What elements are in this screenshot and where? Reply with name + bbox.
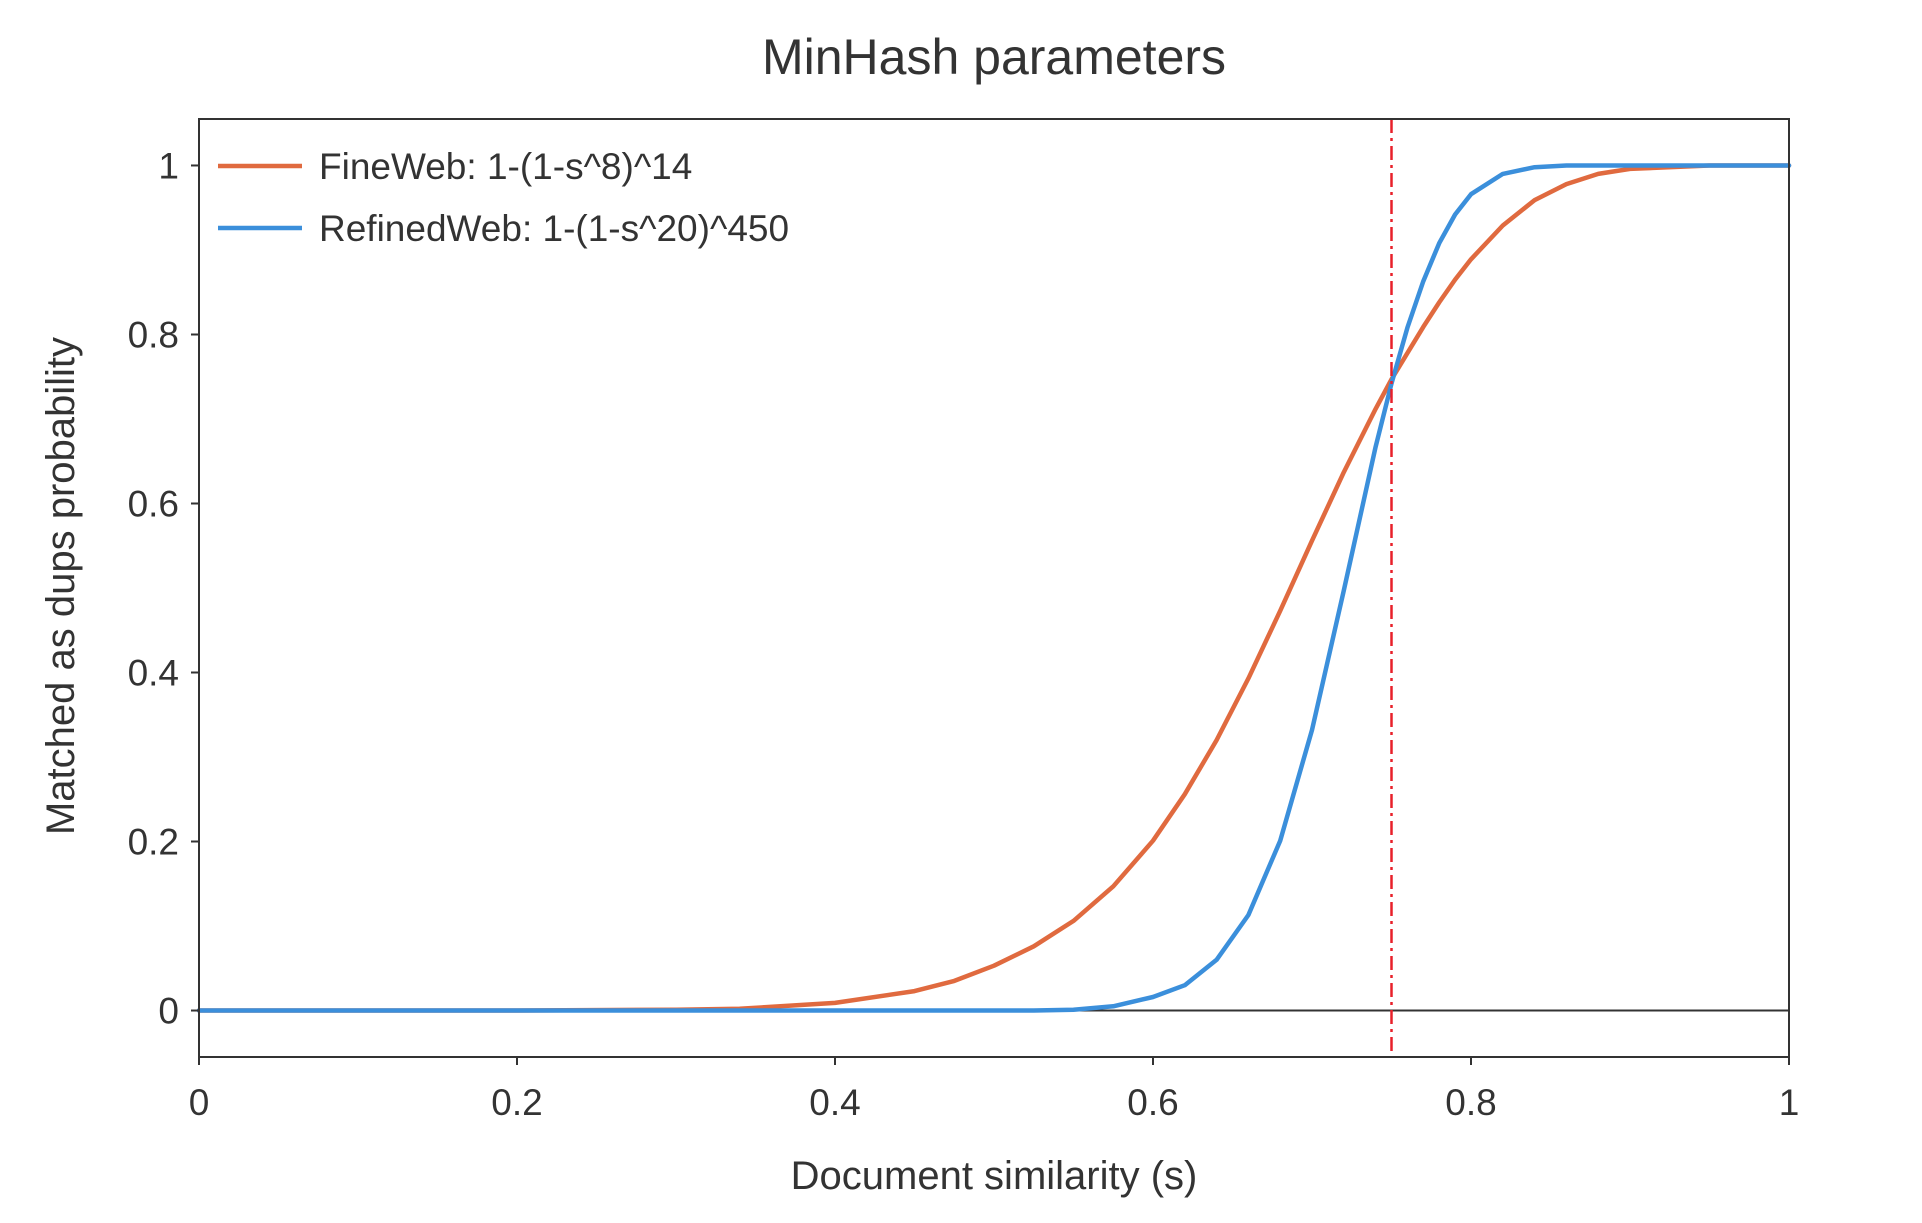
x-tick-label: 0.8 (1445, 1082, 1496, 1123)
plot-frame (198, 118, 1790, 1058)
y-tick-label: 0.8 (128, 314, 179, 355)
x-tick-label: 0.2 (491, 1082, 542, 1123)
x-tick-label: 1 (1779, 1082, 1800, 1123)
x-tick-label: 0.6 (1127, 1082, 1178, 1123)
y-tick-label: 0 (158, 991, 179, 1032)
y-tick-label: 0.6 (128, 483, 179, 524)
x-tick-label: 0 (189, 1082, 210, 1123)
series-line-0 (196, 163, 1792, 1013)
x-axis-title: Document similarity (s) (791, 1154, 1198, 1198)
series-line-1 (196, 163, 1792, 1013)
chart-title: MinHash parameters (762, 29, 1226, 85)
y-tick-label: 0.2 (128, 822, 179, 863)
legend-label-1: RefinedWeb: 1-(1-s^20)^450 (319, 208, 789, 249)
y-tick-label: 0.4 (128, 653, 179, 694)
y-tick-label: 1 (158, 145, 179, 186)
x-tick-label: 0.4 (809, 1082, 860, 1123)
y-axis-title: Matched as dups probability (39, 337, 83, 835)
legend-label-0: FineWeb: 1-(1-s^8)^14 (319, 146, 692, 187)
